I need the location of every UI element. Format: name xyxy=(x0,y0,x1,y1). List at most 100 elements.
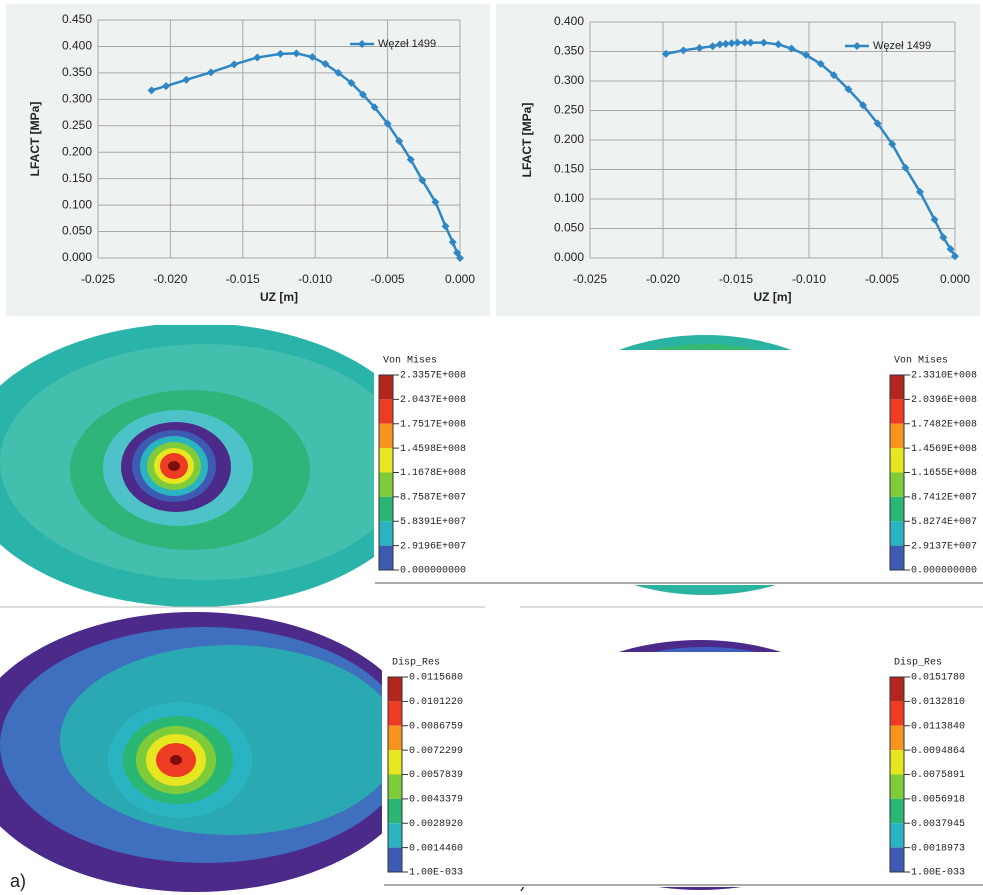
data-point xyxy=(661,49,670,58)
legend-label: 2.0437E+008 xyxy=(400,395,466,406)
data-point xyxy=(456,254,464,262)
legend-title: Disp_Res xyxy=(392,657,440,669)
legend-label: 2.0396E+008 xyxy=(911,395,977,406)
legend-label: 0.000000000 xyxy=(400,566,466,577)
legend-band xyxy=(890,545,904,570)
legend-band xyxy=(890,375,904,400)
legend-label: 0.0113840 xyxy=(911,721,965,732)
data-point xyxy=(774,40,783,49)
legend-label: 0.0094864 xyxy=(911,746,965,757)
panel-label: a) xyxy=(10,871,26,891)
legend-band xyxy=(379,472,393,497)
y-tick-label: 0.400 xyxy=(62,39,92,53)
legend-band xyxy=(890,701,904,726)
data-point xyxy=(162,82,171,91)
x-tick-label: -0.005 xyxy=(865,272,899,286)
data-point xyxy=(829,71,838,80)
data-point xyxy=(334,68,343,77)
legend-band xyxy=(379,545,393,570)
legend-label: 0.0043379 xyxy=(409,795,463,806)
legend-band xyxy=(890,423,904,449)
x-axis-label: UZ [m] xyxy=(260,290,298,304)
data-point xyxy=(787,44,796,53)
legend-marker xyxy=(853,42,861,50)
legend-label: 8.7587E+007 xyxy=(400,493,466,504)
contour-image xyxy=(0,325,374,607)
legend-label: 0.0072299 xyxy=(409,746,463,757)
data-point xyxy=(147,86,156,95)
data-point xyxy=(901,163,910,172)
data-point xyxy=(888,140,897,149)
data-point xyxy=(383,119,392,128)
legend-band xyxy=(890,798,904,824)
legend-band xyxy=(388,701,402,726)
y-tick-label: 0.200 xyxy=(554,132,584,146)
x-tick-label: -0.025 xyxy=(573,272,607,286)
legend-label: 0.0132810 xyxy=(911,697,965,708)
y-tick-label: 0.200 xyxy=(62,144,92,158)
data-point xyxy=(253,53,262,62)
data-point xyxy=(733,38,742,47)
legend-band xyxy=(388,725,402,751)
y-tick-label: 0.050 xyxy=(554,221,584,235)
y-tick-label: 0.150 xyxy=(554,162,584,176)
data-point xyxy=(321,59,330,68)
legend-title: Von Mises xyxy=(383,355,437,367)
legend-band xyxy=(890,448,904,473)
y-tick-label: 0.350 xyxy=(62,65,92,79)
legend-band xyxy=(388,847,402,872)
legend-band xyxy=(388,677,402,702)
legend-label: 0.000000000 xyxy=(911,566,977,577)
data-point xyxy=(292,49,301,58)
legend-label: 1.4598E+008 xyxy=(400,444,466,455)
legend-title: Von Mises xyxy=(894,355,948,367)
data-point xyxy=(695,43,704,52)
legend-band xyxy=(388,823,402,848)
data-point xyxy=(802,51,811,60)
legend-band xyxy=(379,521,393,546)
data-point xyxy=(740,38,749,47)
legend-band xyxy=(388,798,402,824)
data-point xyxy=(715,40,724,49)
legend-band xyxy=(890,496,904,522)
legend-band xyxy=(890,750,904,775)
legend-band xyxy=(379,399,393,424)
x-tick-label: -0.015 xyxy=(226,272,260,286)
legend-band xyxy=(890,521,904,546)
x-tick-label: -0.005 xyxy=(371,272,405,286)
x-tick-label: -0.025 xyxy=(81,272,115,286)
legend-band xyxy=(379,496,393,522)
legend-box xyxy=(384,652,983,887)
data-point xyxy=(816,59,825,68)
y-tick-label: 0.000 xyxy=(554,250,584,264)
legend-label: 5.8274E+007 xyxy=(911,517,977,528)
legend-label: 1.1655E+008 xyxy=(911,468,977,479)
data-point xyxy=(370,103,379,112)
legend-label: 0.0086759 xyxy=(409,721,463,732)
data-point xyxy=(453,248,462,257)
y-axis-label: LFACT [MPa] xyxy=(28,102,42,177)
data-point xyxy=(721,39,730,48)
data-point xyxy=(347,78,356,87)
legend-label: 1.00E-033 xyxy=(409,868,463,879)
legend-label: 5.8391E+007 xyxy=(400,517,466,528)
legend-label: 1.1678E+008 xyxy=(400,468,466,479)
legend-band xyxy=(890,472,904,497)
legend-box xyxy=(375,350,983,585)
data-point xyxy=(727,39,736,48)
legend-label: 1.7482E+008 xyxy=(911,419,977,430)
data-point xyxy=(915,187,924,196)
y-tick-label: 0.250 xyxy=(62,118,92,132)
data-point xyxy=(679,46,688,55)
data-point xyxy=(431,197,440,206)
x-tick-label: -0.015 xyxy=(719,272,753,286)
legend-band xyxy=(890,774,904,799)
x-tick-label: 0.000 xyxy=(445,272,475,286)
y-axis-label: LFACT [MPa] xyxy=(520,103,534,178)
legend-band xyxy=(388,750,402,775)
legend-label: 0.0037945 xyxy=(911,819,965,830)
legend-label: 0.0151780 xyxy=(911,673,965,684)
legend-label: Węzeł 1499 xyxy=(378,38,436,50)
y-tick-label: 0.150 xyxy=(62,171,92,185)
